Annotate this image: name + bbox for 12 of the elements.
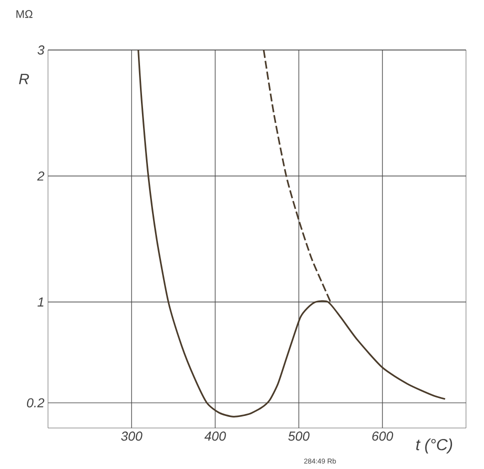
text: MΩ	[16, 10, 32, 18]
x-tick-label: 600	[372, 432, 394, 441]
y-axis-title: R	[19, 74, 29, 84]
y-tick-label: 1	[38, 298, 44, 306]
x-tick-label: 300	[121, 432, 142, 441]
y-tick-label: 3	[38, 45, 44, 55]
x-tick-label: 400	[204, 432, 226, 441]
x-tick-label: 500	[288, 432, 310, 441]
line-series	[137, 50, 446, 418]
y-tick-label: 2	[37, 171, 44, 181]
x-axis-title: t (°C)	[416, 438, 452, 454]
y-tick-label: 0.2	[26, 398, 44, 408]
